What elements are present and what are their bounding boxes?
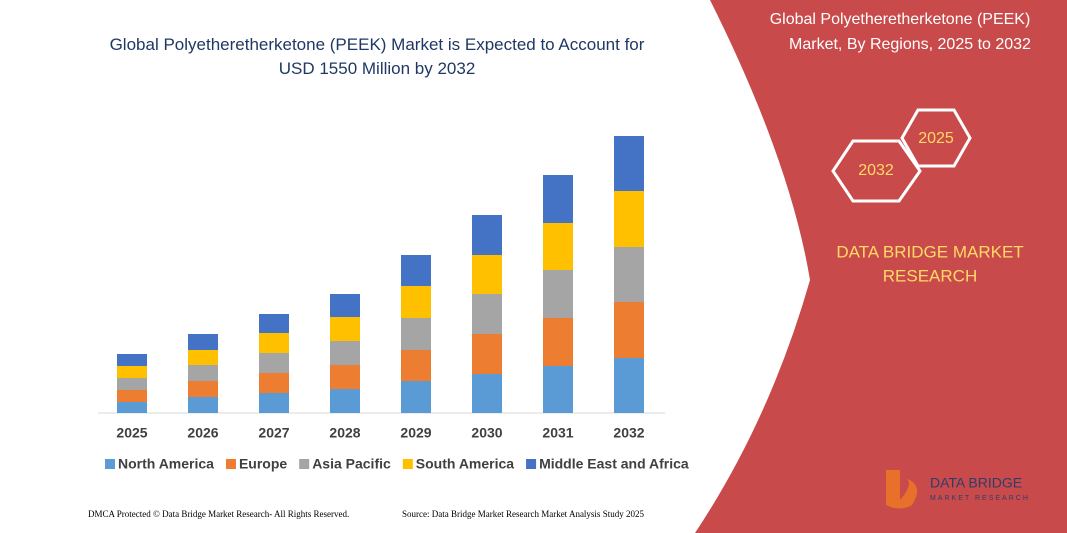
hex-label: 2032 (858, 162, 894, 179)
bar-segment (543, 270, 573, 318)
brand-text: RESEARCH (883, 266, 977, 285)
bar-segment (330, 341, 360, 365)
bar-segment (401, 381, 431, 413)
bar-segment (330, 389, 360, 413)
x-tick-label: 2030 (471, 425, 502, 441)
bar-segment (614, 358, 644, 413)
bar-segment (614, 247, 644, 302)
x-tick-label: 2025 (116, 425, 147, 441)
panel-title: Global Polyetheretherketone (PEEK) (770, 11, 1031, 28)
panel-title: Market, By Regions, 2025 to 2032 (789, 36, 1031, 53)
footer-left: DMCA Protected © Data Bridge Market Rese… (88, 509, 349, 519)
logo-tagline: MARKET RESEARCH (930, 495, 1030, 502)
bar-segment (259, 333, 289, 353)
title-line: Global Polyetheretherketone (PEEK) Marke… (110, 35, 645, 54)
bar-segment (614, 191, 644, 247)
bar-segment (188, 334, 218, 350)
legend-swatch (299, 459, 310, 469)
footer-right: Source: Data Bridge Market Research Mark… (402, 509, 644, 519)
chart-title: Global Polyetheretherketone (PEEK) Marke… (110, 35, 645, 78)
legend-swatch (105, 459, 115, 469)
bar-segment (401, 350, 431, 381)
bar-segment (614, 302, 644, 358)
x-tick-label: 2032 (613, 425, 644, 441)
legend-swatch (225, 459, 236, 469)
x-tick-label: 2029 (400, 425, 431, 441)
legend-label: Middle East and Africa (539, 456, 689, 472)
bar-segment (259, 353, 289, 373)
hexagon (900, 108, 972, 168)
bar-segment (330, 365, 360, 389)
side-panel (695, 0, 1067, 533)
bar-segment (117, 402, 147, 413)
legend-label: South America (416, 456, 514, 472)
title-line: USD 1550 Million by 2032 (279, 59, 476, 78)
bar-segment (188, 397, 218, 413)
bar-segment (472, 215, 502, 255)
bar-segment (543, 223, 573, 270)
bar-segment (330, 294, 360, 317)
bar-segment (117, 354, 147, 366)
bar-segment (401, 255, 431, 286)
legend-swatch (402, 459, 413, 469)
bar-segment (614, 136, 644, 191)
bar-segment (259, 393, 289, 413)
logo-mark (886, 470, 918, 509)
x-tick-label: 2027 (258, 425, 289, 441)
bar-segment (472, 334, 502, 374)
bar-segment (472, 294, 502, 334)
legend-label: Europe (239, 456, 287, 472)
x-tick-label: 2031 (542, 425, 573, 441)
bar-segment (117, 378, 147, 390)
x-tick-label: 2026 (187, 425, 218, 441)
bar-segment (259, 373, 289, 393)
bar-segment (543, 175, 573, 223)
brand-text: DATA BRIDGE MARKET (836, 242, 1023, 261)
bar-segment (188, 381, 218, 397)
bar-segment (401, 286, 431, 318)
bar-segment (472, 374, 502, 413)
bar-segment (472, 255, 502, 294)
bar-segment (543, 366, 573, 413)
bar-segment (188, 365, 218, 381)
hexagon (831, 139, 922, 203)
logo-name: DATA BRIDGE (930, 475, 1022, 491)
bar-segment (117, 366, 147, 378)
bar-segment (330, 317, 360, 341)
legend-swatch (526, 459, 537, 469)
bar-segment (259, 314, 289, 333)
hex-label: 2025 (918, 130, 954, 147)
legend-label: North America (118, 456, 214, 472)
legend-label: Asia Pacific (312, 456, 391, 472)
bar-segment (543, 318, 573, 366)
bar-segment (188, 350, 218, 365)
bar-segment (401, 318, 431, 350)
bar-segment (117, 390, 147, 402)
x-tick-label: 2028 (329, 425, 360, 441)
